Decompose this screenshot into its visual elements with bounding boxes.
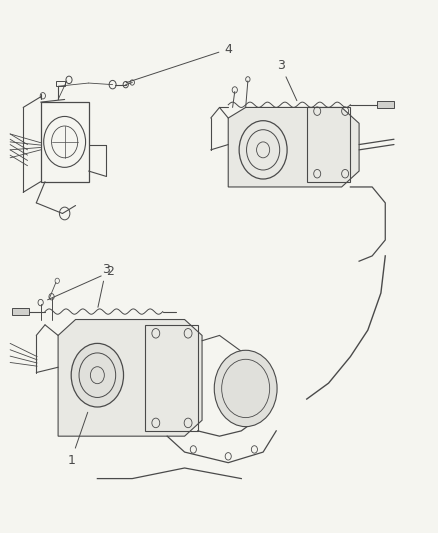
- Text: 4: 4: [126, 43, 232, 83]
- Circle shape: [214, 350, 276, 426]
- Text: 3: 3: [276, 59, 296, 101]
- Bar: [376, 101, 393, 109]
- Bar: [12, 308, 29, 316]
- Polygon shape: [58, 319, 201, 436]
- Bar: [56, 81, 64, 86]
- Bar: [41, 102, 88, 182]
- Text: 3: 3: [98, 263, 110, 307]
- Circle shape: [239, 120, 286, 179]
- Bar: [306, 108, 350, 182]
- Bar: [145, 325, 197, 431]
- Text: 2: 2: [47, 265, 114, 300]
- Text: 1: 1: [67, 413, 88, 466]
- Polygon shape: [228, 108, 358, 187]
- Circle shape: [71, 343, 123, 407]
